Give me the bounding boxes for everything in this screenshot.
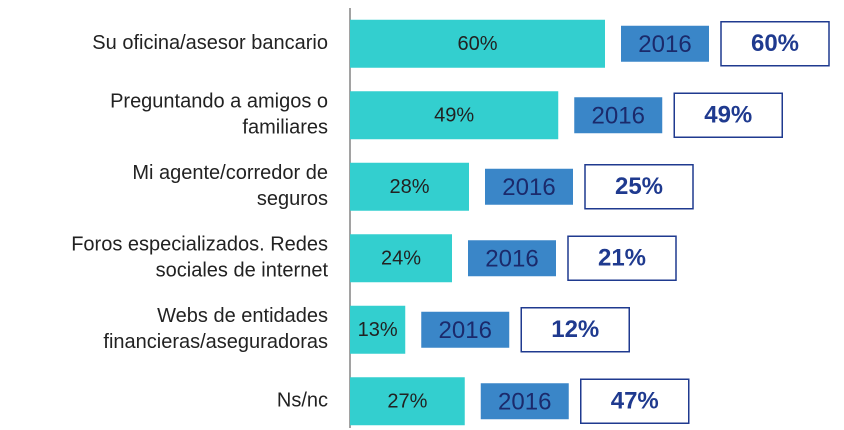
bar [350,162,469,211]
bar-value-label: 60% [457,33,497,55]
category-label: Mi agente/corredor de [132,162,328,184]
previous-value-box [720,21,830,67]
category-label: familiares [242,117,328,139]
bar-value-label: 24% [381,248,421,270]
category-label: Su oficina/asesor bancario [92,32,328,54]
bar-value-label: 49% [434,105,474,127]
year-box [468,240,556,277]
previous-value-label: 47% [611,388,659,415]
year-label: 2016 [592,103,645,130]
year-box [621,25,709,62]
bar-value-label: 13% [358,319,398,341]
year-label: 2016 [638,31,691,58]
category-label: sociales de internet [156,260,329,282]
previous-value-box [580,378,690,424]
bar [350,91,559,140]
year-label: 2016 [439,317,492,344]
bar [350,19,605,68]
previous-value-label: 49% [704,102,752,129]
previous-value-label: 12% [551,316,599,343]
previous-value-box [584,164,694,210]
category-label: Preguntando a amigos o [110,91,328,113]
previous-value-box [673,92,783,138]
category-label: seguros [257,188,328,210]
category-label: Ns/nc [277,390,328,412]
category-label: financieras/aseguradoras [103,331,328,353]
year-label: 2016 [502,174,555,201]
previous-value-label: 60% [751,30,799,57]
bar [350,234,452,283]
previous-value-label: 21% [598,245,646,272]
year-label: 2016 [485,246,538,273]
year-box [480,383,569,420]
year-box [574,97,663,134]
bar-value-label: 27% [387,391,427,413]
bar [350,377,465,426]
previous-value-label: 25% [615,173,663,200]
year-box [421,311,510,348]
category-label: Foros especializados. Redes [71,234,328,256]
year-label: 2016 [498,389,551,416]
bar [350,305,406,354]
year-box [485,168,573,205]
bar-value-label: 28% [389,176,429,198]
previous-value-box [567,235,677,281]
category-label: Webs de entidades [157,305,328,327]
previous-value-box [520,307,630,353]
